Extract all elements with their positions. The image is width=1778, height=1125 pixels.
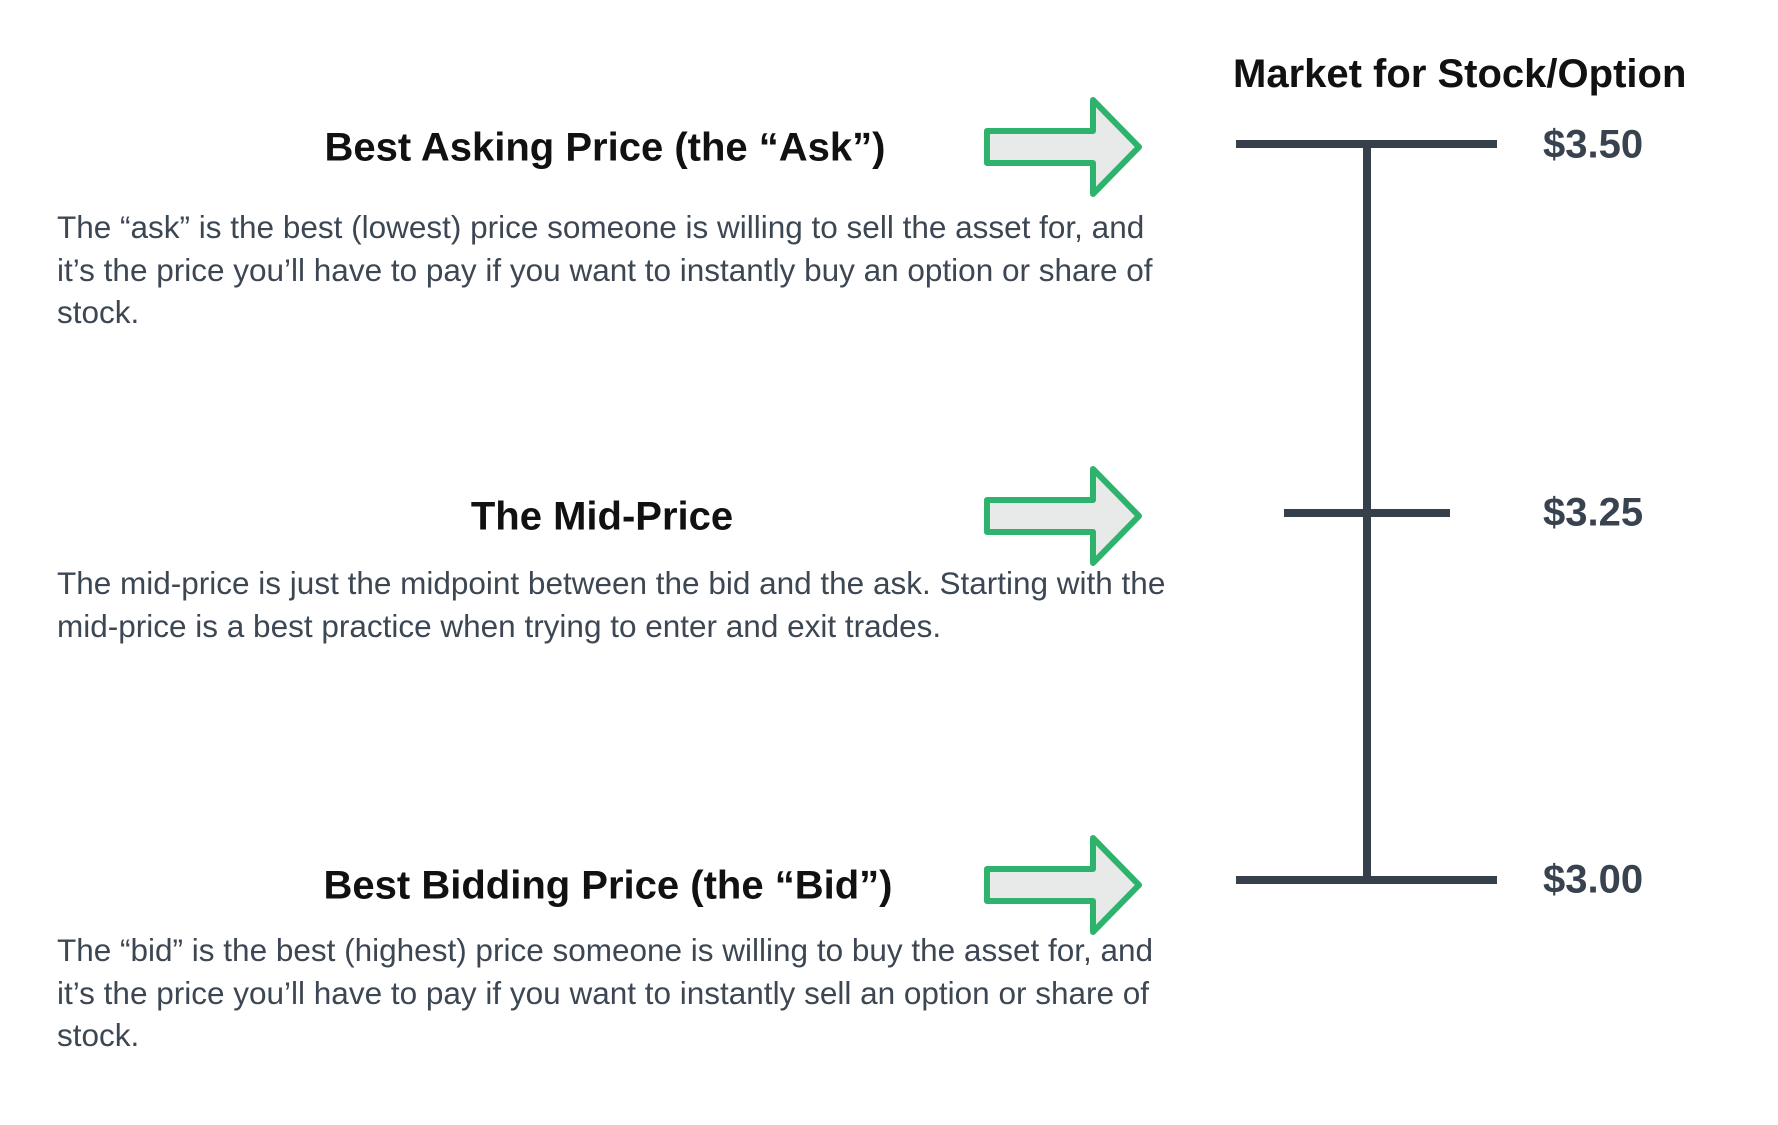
ask-heading: Best Asking Price (the “Ask”) [324, 125, 886, 170]
bid-price: $3.00 [1543, 857, 1644, 902]
mid-description: The mid-price is just the midpoint betwe… [57, 565, 1166, 644]
ask-arrow-icon [984, 97, 1142, 197]
diagram-title: Market for Stock/Option [1233, 52, 1687, 96]
bid-description: The “bid” is the best (highest) price so… [57, 932, 1154, 1053]
mid-arrow-icon [984, 466, 1142, 566]
bid-heading: Best Bidding Price (the “Bid”) [323, 863, 893, 908]
ask-price: $3.50 [1543, 122, 1644, 167]
bid-arrow-icon [984, 835, 1142, 935]
mid-heading: The Mid-Price [470, 494, 734, 539]
ask-description: The “ask” is the best (lowest) price som… [57, 209, 1153, 330]
mid-price: $3.25 [1543, 490, 1644, 535]
